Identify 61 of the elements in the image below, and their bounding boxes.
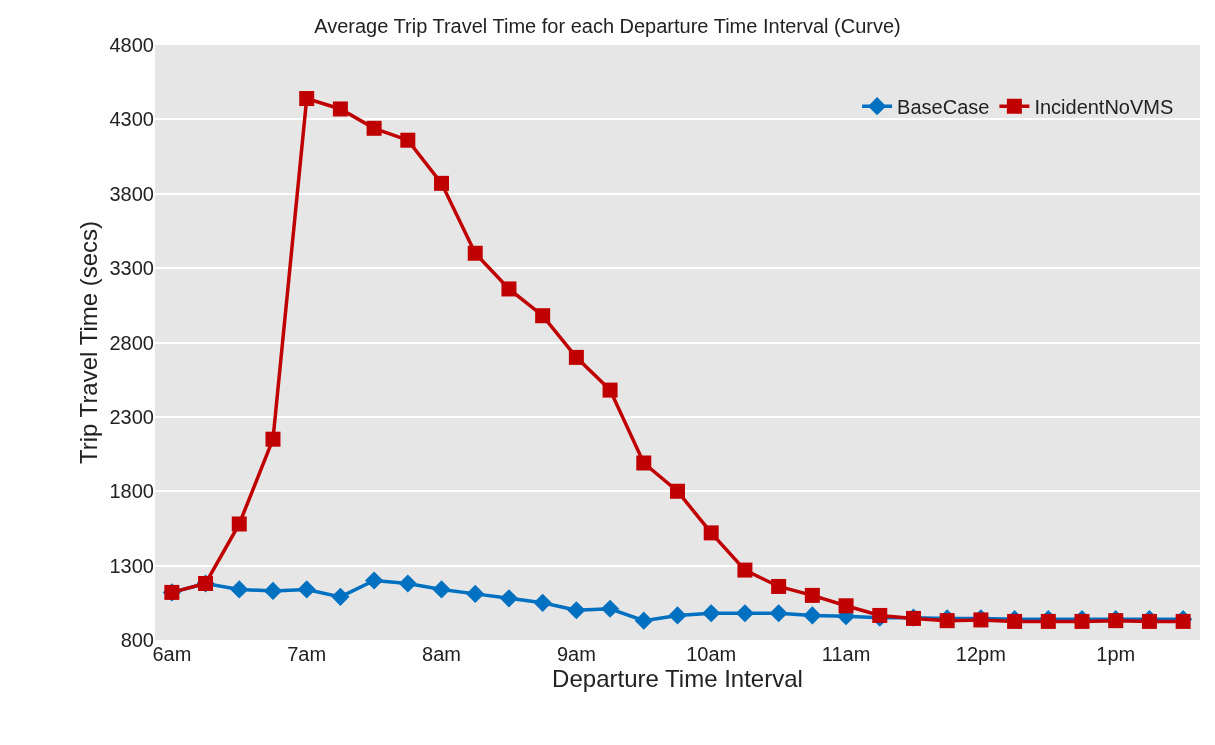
legend-label: BaseCase [897,95,990,118]
point [600,599,620,618]
x-tick-label: 10am [686,643,737,665]
y-tick-label: 2300 [109,405,154,428]
x-tick-label: 12pm [955,643,1006,665]
legend-label: IncidentNoVMS [1034,95,1174,118]
point [634,611,653,630]
point [670,483,685,499]
y-tick-label: 1300 [109,554,154,577]
point [735,604,755,623]
point [265,431,281,447]
y-tick-label: 4800 [109,34,154,56]
point [533,593,552,612]
point [804,587,820,603]
y-tick-label: 2800 [109,331,154,354]
point [467,245,483,261]
point [400,132,416,148]
point [939,613,955,629]
point [331,587,350,606]
point [432,580,451,599]
x-tick-label: 6am [152,643,192,665]
point [567,601,586,620]
point [602,382,618,398]
point [297,580,316,599]
point [501,281,517,297]
point [231,516,247,532]
point [299,91,315,107]
point [230,580,249,599]
chart-title: Average Trip Travel Time for each Departure Time Interval (Curve) [314,14,901,37]
point [263,581,283,601]
point [803,606,822,625]
point [769,604,788,623]
point [499,589,519,608]
point [434,175,450,191]
y-tick-label: 3800 [109,182,154,205]
x-tick-label: 9am [556,643,596,665]
y-tick-label: 1800 [109,480,154,503]
point [365,571,384,590]
point [872,607,888,623]
y-tick-label: 4300 [109,108,154,131]
point [398,574,417,593]
y-axis-title: Trip Travel Time (secs) [75,220,102,465]
point [838,598,854,614]
point [636,455,652,471]
x-axis-title: Departure Time Interval [552,665,803,692]
point [771,578,787,594]
point [568,349,584,365]
point [737,562,753,578]
point [668,606,687,625]
x-tick-label: 8am [422,643,461,665]
point [366,120,382,136]
y-tick-label: 3300 [109,257,154,280]
point [332,101,348,117]
point [702,604,721,623]
x-tick-label: 7am [287,643,327,665]
point [703,525,719,541]
point [466,584,485,603]
x-tick-label: 11am [821,643,871,665]
point [535,308,551,324]
y-tick-label: 800 [120,629,154,651]
x-tick-label: 1pm [1096,643,1136,665]
